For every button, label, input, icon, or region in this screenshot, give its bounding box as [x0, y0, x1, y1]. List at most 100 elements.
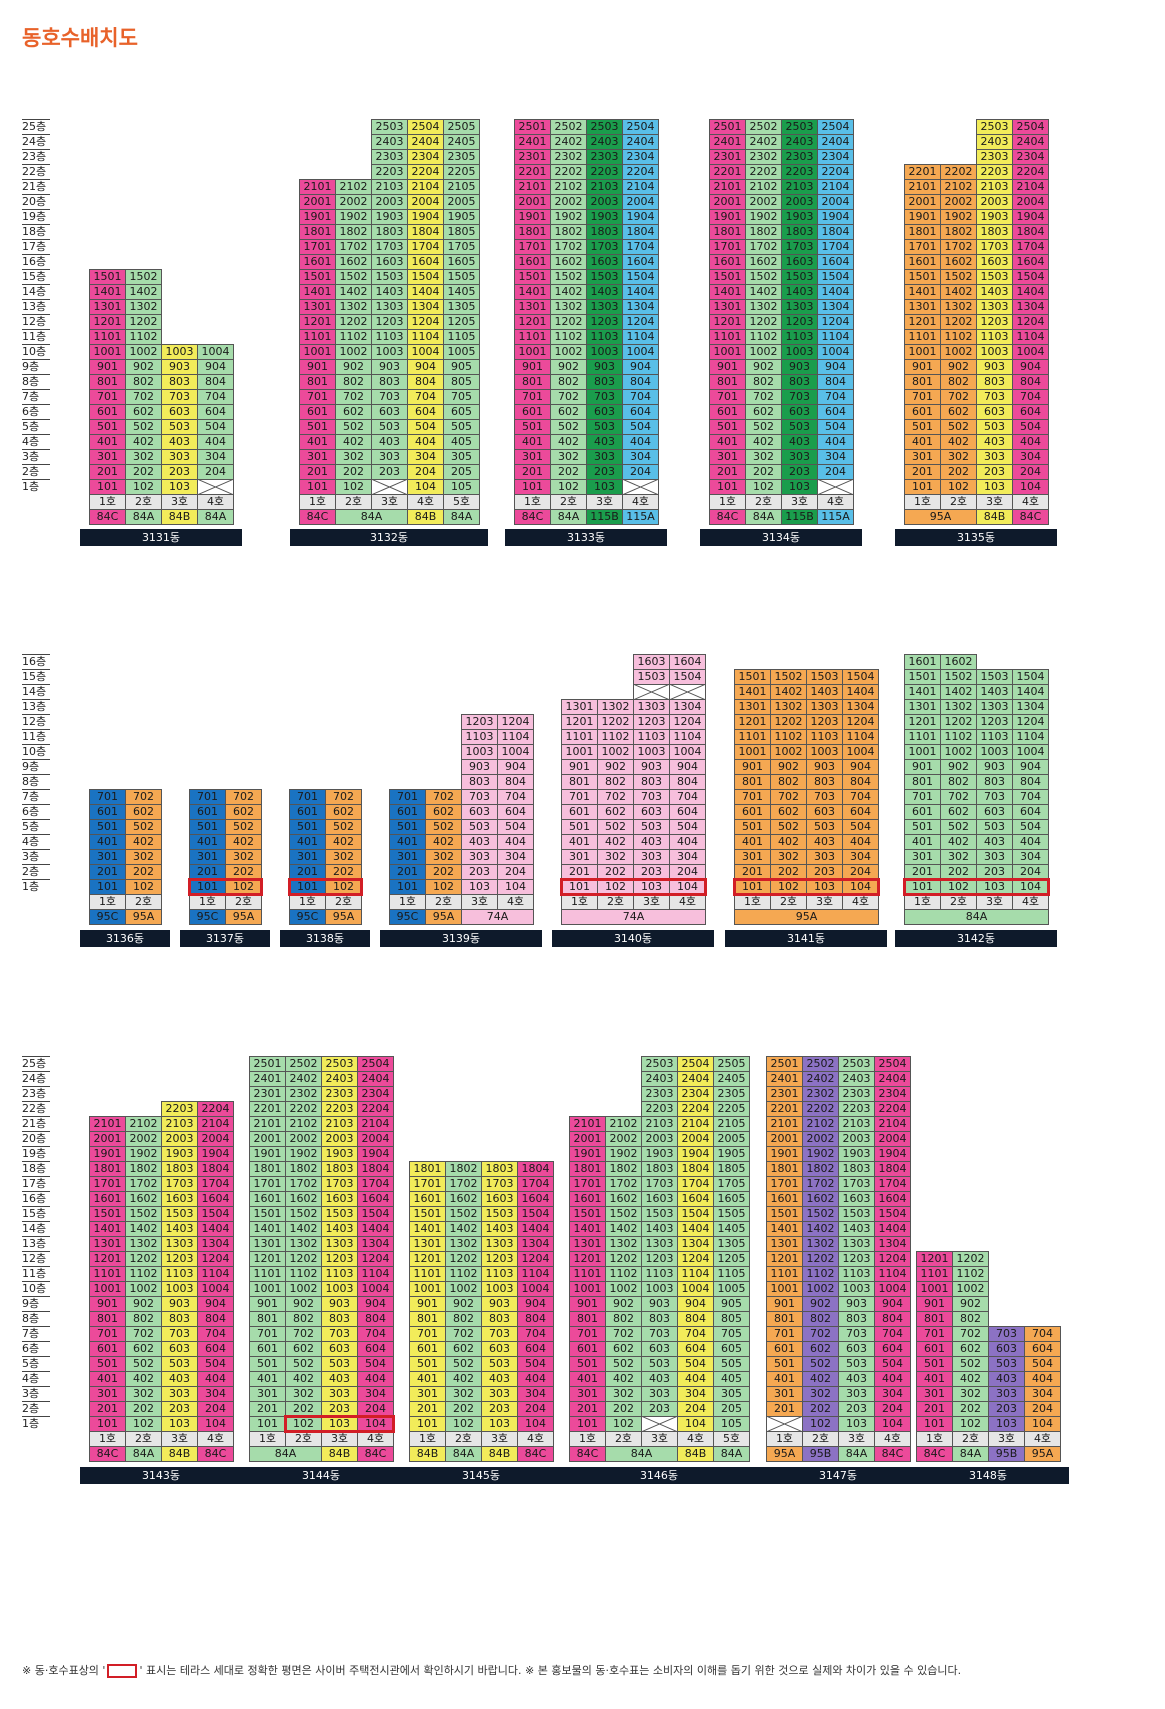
unit-cell: 802	[770, 774, 807, 790]
unit-cell: 1803	[321, 1161, 358, 1177]
type-label: 84A	[952, 1446, 989, 1462]
unit-cell: 802	[335, 374, 372, 390]
unit-cell: 1703	[161, 1176, 198, 1192]
unit-cell: 2203	[976, 164, 1013, 180]
unit-cell: 803	[781, 374, 818, 390]
unit-cell: 702	[285, 1326, 322, 1342]
line-header: 1호	[904, 494, 941, 510]
unit-cell: 2001	[569, 1131, 606, 1147]
type-label: 84C	[1012, 509, 1049, 525]
unit-cell: 1704	[407, 239, 444, 255]
line-header: 2호	[335, 494, 372, 510]
unit-cell: 1701	[249, 1176, 286, 1192]
unit-cell: 1201	[514, 314, 551, 330]
unit-cell: 1504	[669, 669, 706, 685]
building-label: 3140동	[552, 930, 714, 947]
unit-cell: 502	[445, 1356, 482, 1372]
unit-cell: 2502	[550, 119, 587, 135]
unit-cell: 1103	[371, 329, 408, 345]
unit-cell: 1002	[745, 344, 782, 360]
unit-cell: 2303	[371, 149, 408, 165]
vacant-cross-icon	[641, 1416, 678, 1432]
unit-cell: 1502	[940, 269, 977, 285]
unit-cell: 2401	[709, 134, 746, 150]
unit-cell: 1004	[817, 344, 854, 360]
unit-cell: 1501	[89, 269, 126, 285]
unit-cell: 1302	[550, 299, 587, 315]
unit-cell: 803	[481, 1311, 518, 1327]
unit-cell: 803	[976, 774, 1013, 790]
unit-cell: 702	[325, 789, 362, 805]
unit-cell: 404	[874, 1371, 911, 1387]
type-label: 95B	[802, 1446, 839, 1462]
unit-cell: 1804	[622, 224, 659, 240]
unit-cell: 1301	[904, 699, 941, 715]
unit-cell: 2001	[766, 1131, 803, 1147]
unit-cell: 1701	[569, 1176, 606, 1192]
unit-cell: 903	[781, 359, 818, 375]
unit-cell: 1801	[89, 1161, 126, 1177]
line-header: 2호	[940, 494, 977, 510]
unit-cell: 704	[622, 389, 659, 405]
line-header: 2호	[125, 894, 162, 910]
unit-cell: 1703	[976, 239, 1013, 255]
line-header: 1호	[299, 494, 336, 510]
unit-cell: 1102	[445, 1266, 482, 1282]
unit-cell: 2203	[321, 1101, 358, 1117]
unit-cell: 2201	[904, 164, 941, 180]
unit-cell: 1104	[197, 1266, 234, 1282]
unit-cell: 704	[677, 1326, 714, 1342]
unit-cell: 1001	[89, 1281, 126, 1297]
unit-cell: 1601	[299, 254, 336, 270]
unit-cell: 2101	[904, 179, 941, 195]
unit-cell: 702	[335, 389, 372, 405]
unit-cell: 804	[407, 374, 444, 390]
unit-cell: 1303	[633, 699, 670, 715]
unit-cell: 801	[561, 774, 598, 790]
unit-cell: 702	[225, 789, 262, 805]
line-header: 3호	[976, 494, 1013, 510]
unit-cell: 2404	[874, 1071, 911, 1087]
unit-cell: 1001	[916, 1281, 953, 1297]
unit-cell: 1802	[285, 1161, 322, 1177]
unit-cell: 504	[497, 819, 534, 835]
unit-cell: 1602	[745, 254, 782, 270]
unit-cell: 601	[299, 404, 336, 420]
unit-cell: 103	[161, 1416, 198, 1432]
unit-cell: 103	[321, 1416, 358, 1432]
line-header: 4호	[842, 894, 879, 910]
floor-label: 25층	[22, 1056, 50, 1072]
type-label: 84A	[745, 509, 782, 525]
type-label: 115B	[781, 509, 818, 525]
unit-cell: 503	[371, 419, 408, 435]
unit-cell: 404	[517, 1371, 554, 1387]
unit-cell: 101	[709, 479, 746, 495]
unit-cell: 804	[842, 774, 879, 790]
unit-cell: 301	[249, 1386, 286, 1402]
unit-cell: 303	[806, 849, 843, 865]
unit-cell: 2003	[586, 194, 623, 210]
unit-cell: 2004	[622, 194, 659, 210]
floor-label: 8층	[22, 1311, 50, 1327]
unit-cell: 403	[161, 434, 198, 450]
unit-cell: 1703	[838, 1176, 875, 1192]
unit-cell: 103	[161, 479, 198, 495]
type-label: 115A	[817, 509, 854, 525]
unit-cell: 2003	[976, 194, 1013, 210]
unit-cell: 2203	[838, 1101, 875, 1117]
unit-cell: 102	[125, 1416, 162, 1432]
unit-cell: 604	[197, 1341, 234, 1357]
unit-cell: 1502	[285, 1206, 322, 1222]
unit-cell: 704	[357, 1326, 394, 1342]
unit-cell: 901	[766, 1296, 803, 1312]
unit-cell: 1204	[677, 1251, 714, 1267]
unit-cell: 2205	[443, 164, 480, 180]
unit-cell: 902	[770, 759, 807, 775]
unit-cell: 901	[569, 1296, 606, 1312]
building-label: 3137동	[180, 930, 270, 947]
vacant-cross-icon	[766, 1416, 803, 1432]
unit-cell: 803	[161, 374, 198, 390]
unit-cell: 301	[89, 849, 126, 865]
unit-cell: 1201	[766, 1251, 803, 1267]
unit-cell: 2504	[622, 119, 659, 135]
